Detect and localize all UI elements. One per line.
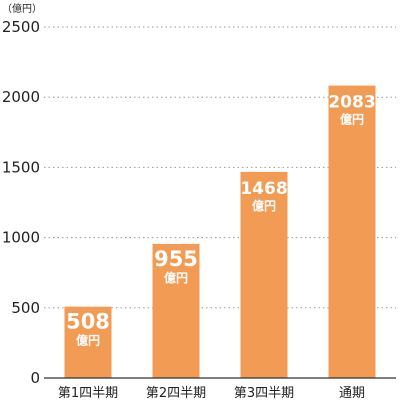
y-axis-ticks: 0 500 1000 1500 2000 2500 — [2, 18, 40, 387]
y-tick-label: 2000 — [2, 88, 40, 106]
x-category-label: 通期 — [339, 386, 365, 401]
unit-label: （億円） — [2, 2, 42, 15]
y-tick-label: 500 — [11, 299, 40, 317]
x-category-label: 第1四半期 — [58, 386, 118, 401]
bar-value-label: 508 — [66, 310, 110, 334]
bar-value-label: 1468 — [240, 179, 287, 199]
bar — [152, 243, 200, 378]
bar-value-label: 2083 — [328, 93, 375, 113]
x-axis-categories: 第1四半期 第2四半期 第3四半期 通期 — [58, 386, 365, 401]
bar-unit-label: 億円 — [252, 198, 276, 213]
x-category-label: 第2四半期 — [146, 386, 206, 401]
y-tick-label: 1000 — [2, 229, 40, 247]
y-tick-label: 0 — [30, 369, 40, 387]
bar-unit-label: 億円 — [340, 112, 364, 127]
bar-value-label: 955 — [154, 247, 198, 271]
bar-unit-label: 億円 — [76, 333, 100, 348]
bar-unit-label: 億円 — [164, 270, 188, 285]
bar — [240, 171, 288, 378]
y-tick-label: 1500 — [2, 158, 40, 176]
bar — [328, 85, 376, 378]
y-tick-label: 2500 — [2, 18, 40, 36]
x-category-label: 第3四半期 — [234, 386, 294, 401]
bar — [64, 306, 112, 378]
